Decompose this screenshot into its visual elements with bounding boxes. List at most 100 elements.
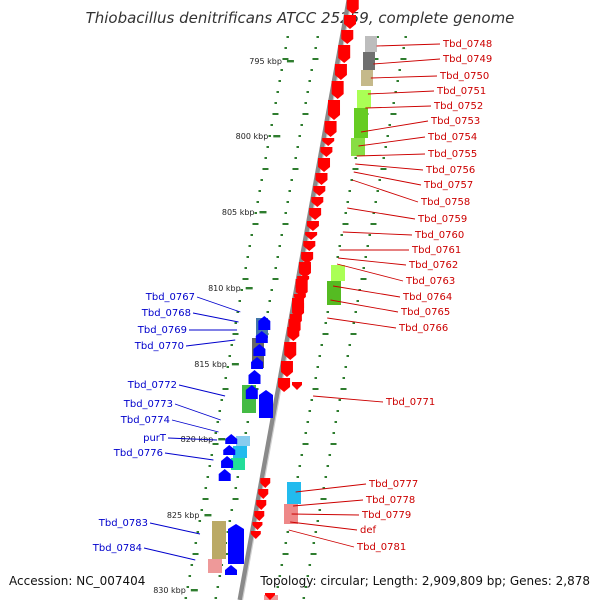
tick-dot-left	[234, 322, 238, 324]
forward-gene-arrow	[288, 319, 301, 335]
forward-label-leader	[370, 75, 438, 79]
reverse-label-leader	[143, 547, 196, 561]
tick-dot-right2	[372, 212, 375, 214]
tick-dot-left2	[232, 498, 239, 500]
tick-dot-left	[262, 168, 269, 170]
forward-label-leader	[291, 513, 360, 516]
forward-gene-label: Tbd_0754	[427, 132, 477, 143]
tick-dot-left2	[266, 311, 270, 313]
tick-dot-left	[218, 410, 222, 412]
function-band	[354, 108, 368, 138]
tick-dot-left	[200, 509, 204, 511]
tick-dot-left	[210, 454, 214, 456]
tick-dot-left	[248, 245, 251, 247]
tick-dot-left	[228, 355, 232, 357]
function-band	[287, 482, 301, 504]
reverse-label-leader	[164, 452, 214, 461]
tick-dot-left	[270, 124, 273, 126]
tick-dot-right	[306, 421, 310, 423]
reverse-gene-label: purT	[143, 433, 167, 444]
reverse-label-leader	[185, 339, 236, 347]
reverse-gene-arrow	[218, 469, 231, 481]
tick-dot-right	[324, 322, 328, 324]
scale-label: 795 kbp	[249, 57, 282, 66]
reverse-label-leader	[192, 312, 239, 323]
reverse-gene-label: Tbd_0774	[120, 415, 170, 426]
tick-dot-right2	[380, 168, 387, 170]
function-band	[357, 90, 371, 108]
forward-label-leader	[353, 171, 422, 186]
tick-dot-left	[284, 47, 287, 49]
tick-dot-right	[314, 377, 318, 379]
tick-dot-right2	[320, 498, 327, 500]
forward-gene-arrow	[260, 478, 271, 488]
tick-dot-left2	[270, 289, 273, 291]
tick-dot-left2	[302, 113, 309, 115]
function-band	[363, 52, 375, 70]
tick-dot-right	[286, 531, 290, 533]
function-band	[284, 504, 298, 524]
forward-gene-arrow	[320, 147, 333, 157]
tick-dot-right2	[378, 179, 381, 181]
forward-gene-label: Tbd_0762	[408, 260, 458, 271]
forward-label-leader	[330, 299, 399, 313]
forward-gene-label: Tbd_0779	[361, 510, 411, 521]
reverse-gene-label: Tbd_0772	[127, 380, 177, 391]
tick-dot-right	[298, 465, 302, 467]
scale-tick	[190, 589, 198, 592]
tick-dot-right2	[400, 58, 407, 60]
forward-gene-arrow	[315, 173, 328, 185]
tick-dot-left2	[236, 476, 240, 478]
reverse-gene-arrow	[253, 344, 266, 356]
tick-dot-right	[316, 366, 320, 368]
tick-dot-left2	[282, 223, 289, 225]
forward-gene-label: Tbd_0761	[411, 245, 461, 256]
tick-dot-right2	[340, 388, 347, 390]
scale-tick	[218, 438, 226, 441]
tick-dot-left2	[306, 91, 309, 93]
tick-dot-right	[278, 575, 282, 577]
forward-label-leader	[336, 263, 404, 282]
forward-gene-label: Tbd_0765	[400, 307, 450, 318]
forward-gene-label: def	[360, 525, 377, 536]
tick-dot-right2	[386, 135, 389, 137]
function-band	[231, 458, 245, 470]
forward-gene-arrow	[258, 489, 269, 499]
tick-dot-right	[352, 168, 359, 170]
forward-label-leader	[356, 153, 426, 157]
tick-dot-left	[276, 91, 279, 93]
tick-dot-right	[348, 190, 351, 192]
forward-gene-arrow	[303, 241, 316, 251]
forward-gene-label: Tbd_0777	[368, 479, 418, 490]
tick-dot-left	[246, 256, 249, 258]
forward-gene-label: Tbd_0748	[442, 39, 492, 50]
forward-gene-label: Tbd_0755	[427, 149, 477, 160]
reverse-gene-label: Tbd_0784	[92, 543, 142, 554]
tick-dot-right	[310, 399, 314, 401]
tick-dot-right2	[360, 278, 367, 280]
function-band	[331, 265, 345, 281]
forward-label-leader	[313, 395, 384, 403]
tick-dot-left	[192, 553, 199, 555]
tick-dot-right2	[312, 542, 316, 544]
reverse-gene-label: Tbd_0776	[113, 448, 163, 459]
tick-dot-left2	[292, 168, 299, 170]
reverse-label-leader	[174, 403, 221, 421]
tick-dot-left	[264, 157, 267, 159]
tick-dot-right	[304, 432, 308, 434]
tick-dot-left	[258, 190, 261, 192]
tick-dot-left2	[272, 278, 279, 280]
scale-label: 830 kbp	[153, 586, 186, 595]
tick-dot-right	[312, 388, 319, 390]
scale-tick	[273, 135, 281, 138]
function-band	[236, 436, 250, 446]
tick-dot-right2	[362, 267, 365, 269]
tick-dot-left	[188, 575, 192, 577]
function-band	[365, 36, 377, 52]
forward-gene-arrow	[338, 45, 351, 63]
function-band	[361, 70, 373, 86]
tick-dot-right2	[338, 399, 342, 401]
forward-label-leader	[347, 207, 416, 220]
tick-dot-left2	[276, 256, 279, 258]
forward-gene-label: Tbd_0778	[365, 495, 415, 506]
